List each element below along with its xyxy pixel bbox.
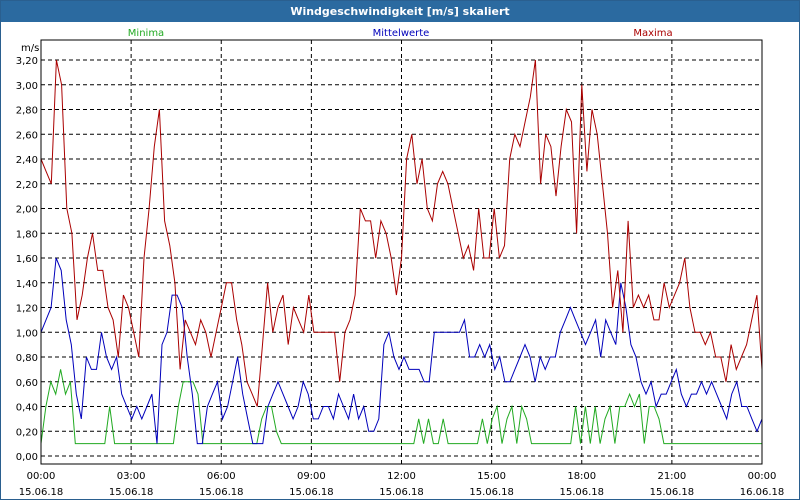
y-axis-unit-label: m/s <box>21 43 39 54</box>
x-axis-ticks: 00:00 15.06.18 03:00 15.06.18 06:00 15.06.18 0… <box>19 471 785 498</box>
y-tick-label: 2,60 <box>16 130 38 141</box>
y-tick-label: 1,40 <box>16 279 38 290</box>
plot-frame <box>40 39 763 465</box>
y-tick-label: 0,80 <box>16 353 38 364</box>
x-tick-date: 15.06.18 <box>469 487 514 498</box>
series-line-mittelwerte <box>40 257 763 445</box>
x-tick-time: 09:00 <box>297 471 326 482</box>
y-tick-label: 0,20 <box>16 427 38 438</box>
grid <box>41 40 762 464</box>
y-axis-ticks: 0,00 0,20 0,40 0,60 0,80 1,00 1,20 1,40 1,60 1,80… <box>16 56 38 463</box>
x-tick-date: 15.06.18 <box>379 487 424 498</box>
y-tick-label: 2,80 <box>16 106 38 117</box>
x-tick-time: 21:00 <box>657 471 686 482</box>
series-line-maxima <box>40 59 763 407</box>
window-title: Windgeschwindigkeit [m/s] skaliert <box>1 1 799 22</box>
legend-maxima: Maxima <box>633 28 672 39</box>
x-tick-time: 06:00 <box>207 471 236 482</box>
y-tick-label: 1,60 <box>16 254 38 265</box>
x-tick-time: 00:00 <box>748 471 777 482</box>
x-tick-time: 18:00 <box>567 471 596 482</box>
y-tick-label: 3,20 <box>16 56 38 67</box>
y-tick-label: 1,20 <box>16 304 38 315</box>
y-tick-label: 0,40 <box>16 403 38 414</box>
legend-mittelwerte: Mittelwerte <box>373 28 430 39</box>
y-tick-label: 1,80 <box>16 229 38 240</box>
x-tick-date: 15.06.18 <box>650 487 695 498</box>
series-line-minima <box>40 369 762 445</box>
x-tick-date: 15.06.18 <box>559 487 604 498</box>
y-tick-label: 3,00 <box>16 81 38 92</box>
x-tick-time: 03:00 <box>117 471 146 482</box>
y-tick-label: 0,60 <box>16 378 38 389</box>
y-tick-label: 2,00 <box>16 205 38 216</box>
legend-minima: Minima <box>128 28 164 39</box>
y-tick-label: 2,40 <box>16 155 38 166</box>
y-tick-label: 0,00 <box>16 452 38 463</box>
x-tick-time: 12:00 <box>387 471 416 482</box>
x-tick-date: 15.06.18 <box>19 487 64 498</box>
y-tick-label: 2,20 <box>16 180 38 191</box>
x-tick-date: 15.06.18 <box>109 487 154 498</box>
x-tick-date: 16.06.18 <box>740 487 785 498</box>
y-tick-label: 1,00 <box>16 328 38 339</box>
x-tick-date: 15.06.18 <box>289 487 334 498</box>
x-tick-time: 15:00 <box>477 471 506 482</box>
x-tick-date: 15.06.18 <box>199 487 244 498</box>
x-tick-time: 00:00 <box>27 471 56 482</box>
series-layer <box>40 59 763 445</box>
